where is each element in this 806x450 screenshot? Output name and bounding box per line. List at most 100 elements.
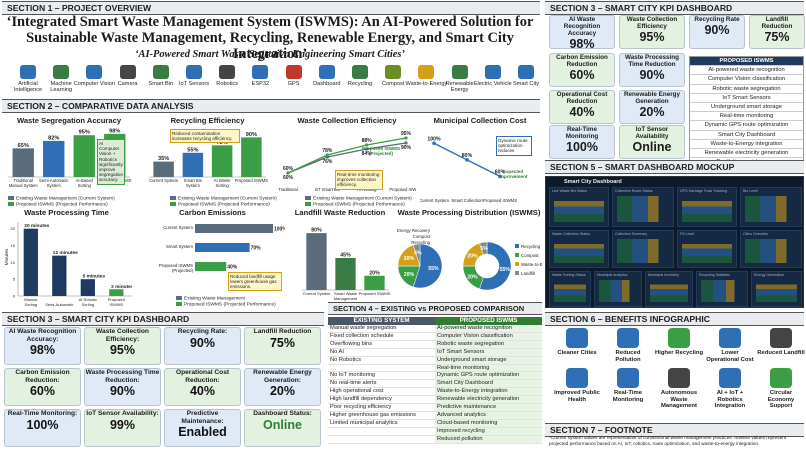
- cycle-icon: [770, 368, 792, 388]
- panel-title: Municipal Analytics: [597, 273, 628, 277]
- data-point: [365, 147, 369, 151]
- bar: [335, 258, 356, 290]
- comparison-row: Limited municipal analytics Cloud-based m…: [328, 419, 542, 428]
- dashboard-panel: Waste Collection Status: [549, 230, 609, 268]
- section-5-header: SECTION 5 – SMART DASHBOARD MOCKUP: [545, 160, 804, 174]
- tech-label: ESP32: [251, 81, 270, 87]
- proposed-list-item: Real-time monitoring: [690, 111, 803, 120]
- benefit-label: Circular Economy Support: [767, 390, 795, 410]
- bar: [52, 255, 67, 296]
- benefit-item: Circular Economy Support: [756, 368, 806, 410]
- bar: [195, 262, 227, 271]
- kpi-value: 95%: [639, 30, 665, 44]
- tech-label: Camera: [117, 81, 138, 87]
- kpi-card: Real-Time Monitoring: 100%: [4, 409, 81, 447]
- city-icon: [518, 65, 534, 79]
- dashboard-panel: Recycling Statistics: [696, 271, 748, 307]
- kpi-value: 100%: [566, 140, 598, 154]
- kpi-label: IoT Sensor Availability:: [86, 410, 159, 417]
- dashboard-panel: Municipal Analytics: [594, 271, 642, 307]
- panel-graphic: [617, 239, 669, 263]
- existing-cell: [328, 365, 435, 372]
- tech-item: Dashboard: [305, 65, 349, 87]
- kpi-label: Waste Collection Efficiency:: [96, 328, 149, 343]
- bar-value-label: 20%: [369, 270, 380, 276]
- panel-graphic: [554, 280, 586, 302]
- recycling-legend: Existing Waste Management (Current Syste…: [170, 196, 277, 209]
- kpi-card: Recycling Rate 90%: [689, 15, 745, 49]
- proposed-cell: Advanced analytics: [435, 411, 542, 419]
- dashboard-title: Smart City Dashboard: [564, 179, 622, 185]
- category-label: Proposed ISWMS: [235, 178, 268, 183]
- data-label: 60%: [283, 175, 294, 181]
- collection-legend: Existing Waste Management (Current Syste…: [305, 196, 412, 209]
- benefit-label: Higher Recycling: [654, 350, 704, 356]
- page-subtitle: ‘AI-Powered Smart Waste Segrativn Engine…: [135, 49, 405, 60]
- bar: [23, 228, 38, 296]
- benefit-item: Real-Time Monitoring: [603, 368, 653, 403]
- gps-icon: [285, 65, 302, 79]
- legend-label: Waste-to-Energy: [521, 262, 543, 267]
- camera-icon: [119, 65, 136, 79]
- section-1-header: SECTION 1 – PROJECT OVERVIEW: [2, 1, 540, 15]
- proposed-cell: AI-powered waste recognition: [435, 325, 542, 332]
- panel-graphic: [650, 280, 688, 302]
- robot-icon: [668, 368, 690, 388]
- kpi-value: 60%: [569, 68, 595, 82]
- proposed-list-item: Dynamic GPS route optimization: [690, 120, 803, 129]
- comparison-head-proposed: PROPOSED ISWMS: [435, 317, 542, 325]
- kpi-value: 90%: [704, 23, 730, 37]
- existing-cell: Manual waste segregation: [330, 325, 397, 331]
- data-label: 78%: [322, 148, 333, 154]
- side-label: Energy Recovery: [397, 228, 431, 233]
- category-label: Proposed ISWMS: [359, 291, 391, 296]
- robot-icon: [219, 65, 236, 79]
- panel-title: Collection Summary: [615, 232, 648, 236]
- slice-label: 55%: [428, 266, 439, 272]
- data-point: [498, 174, 502, 179]
- proposed-cell: Reduced pollution: [435, 435, 542, 443]
- existing-cell: No real-time alerts: [330, 380, 377, 387]
- tech-label: Smart City: [512, 81, 540, 87]
- category-label: Manual: [24, 297, 37, 302]
- segregation-legend: Existing Waste Management (Current Syste…: [8, 196, 115, 209]
- pie-slice: [412, 243, 421, 267]
- benefit-item: Improved Public Health: [552, 368, 602, 403]
- tech-item: Recycling: [338, 65, 382, 87]
- chip-icon: [252, 65, 269, 79]
- kpi-card: Waste Processing Time Reduction: 90%: [84, 368, 161, 406]
- sensor-icon: [186, 65, 202, 79]
- kpi-card: Waste Collection Efficiency 95%: [619, 15, 685, 49]
- slice-label: 55%: [500, 267, 511, 273]
- existing-cell: No IoT monitoring: [330, 372, 376, 379]
- kpi-card: Dashboard Status: Online: [244, 409, 321, 447]
- kpi-label: Carbon Emission Reduction:: [15, 369, 70, 384]
- comparison-row: No AI IoT Smart Sensors: [328, 348, 542, 357]
- bin-icon: [152, 65, 169, 79]
- kpi-card: Landfill Reduction 75%: [749, 15, 805, 49]
- bar-value-label: 80%: [311, 228, 322, 234]
- kpi-card: Recycling Rate: 90%: [164, 327, 241, 365]
- factory-icon: [617, 328, 639, 348]
- tech-label: Computer Vision: [73, 81, 116, 87]
- y-tick-label: 5: [13, 277, 16, 282]
- category-label: Semi-Automatic: [45, 302, 73, 307]
- tech-item: Machine Learning: [39, 65, 83, 93]
- y-tick-label: 0: [13, 294, 16, 299]
- y-axis-label: Minutes: [4, 248, 10, 265]
- category-label: (Projected): [172, 268, 194, 273]
- emissions-legend: Existing Waste Management Proposed ISWMS…: [176, 296, 276, 309]
- y-tick-label: 10: [11, 260, 16, 265]
- benefit-label: Reduced Pollution: [615, 350, 641, 363]
- bar: [211, 145, 233, 177]
- tech-item: Robotics: [205, 65, 249, 87]
- dashboard-panel: GPS Garbage Truck Tracking: [677, 187, 737, 227]
- kpi-value: 75%: [764, 30, 790, 44]
- compost-icon: [385, 65, 402, 79]
- slice-label: 20%: [467, 253, 478, 259]
- kpi-card: IoT Sensor Availability Online: [619, 125, 685, 159]
- y-tick-label: 20: [11, 226, 16, 231]
- panel-title: Recycling Statistics: [699, 273, 730, 277]
- slice-label: 20%: [467, 275, 478, 281]
